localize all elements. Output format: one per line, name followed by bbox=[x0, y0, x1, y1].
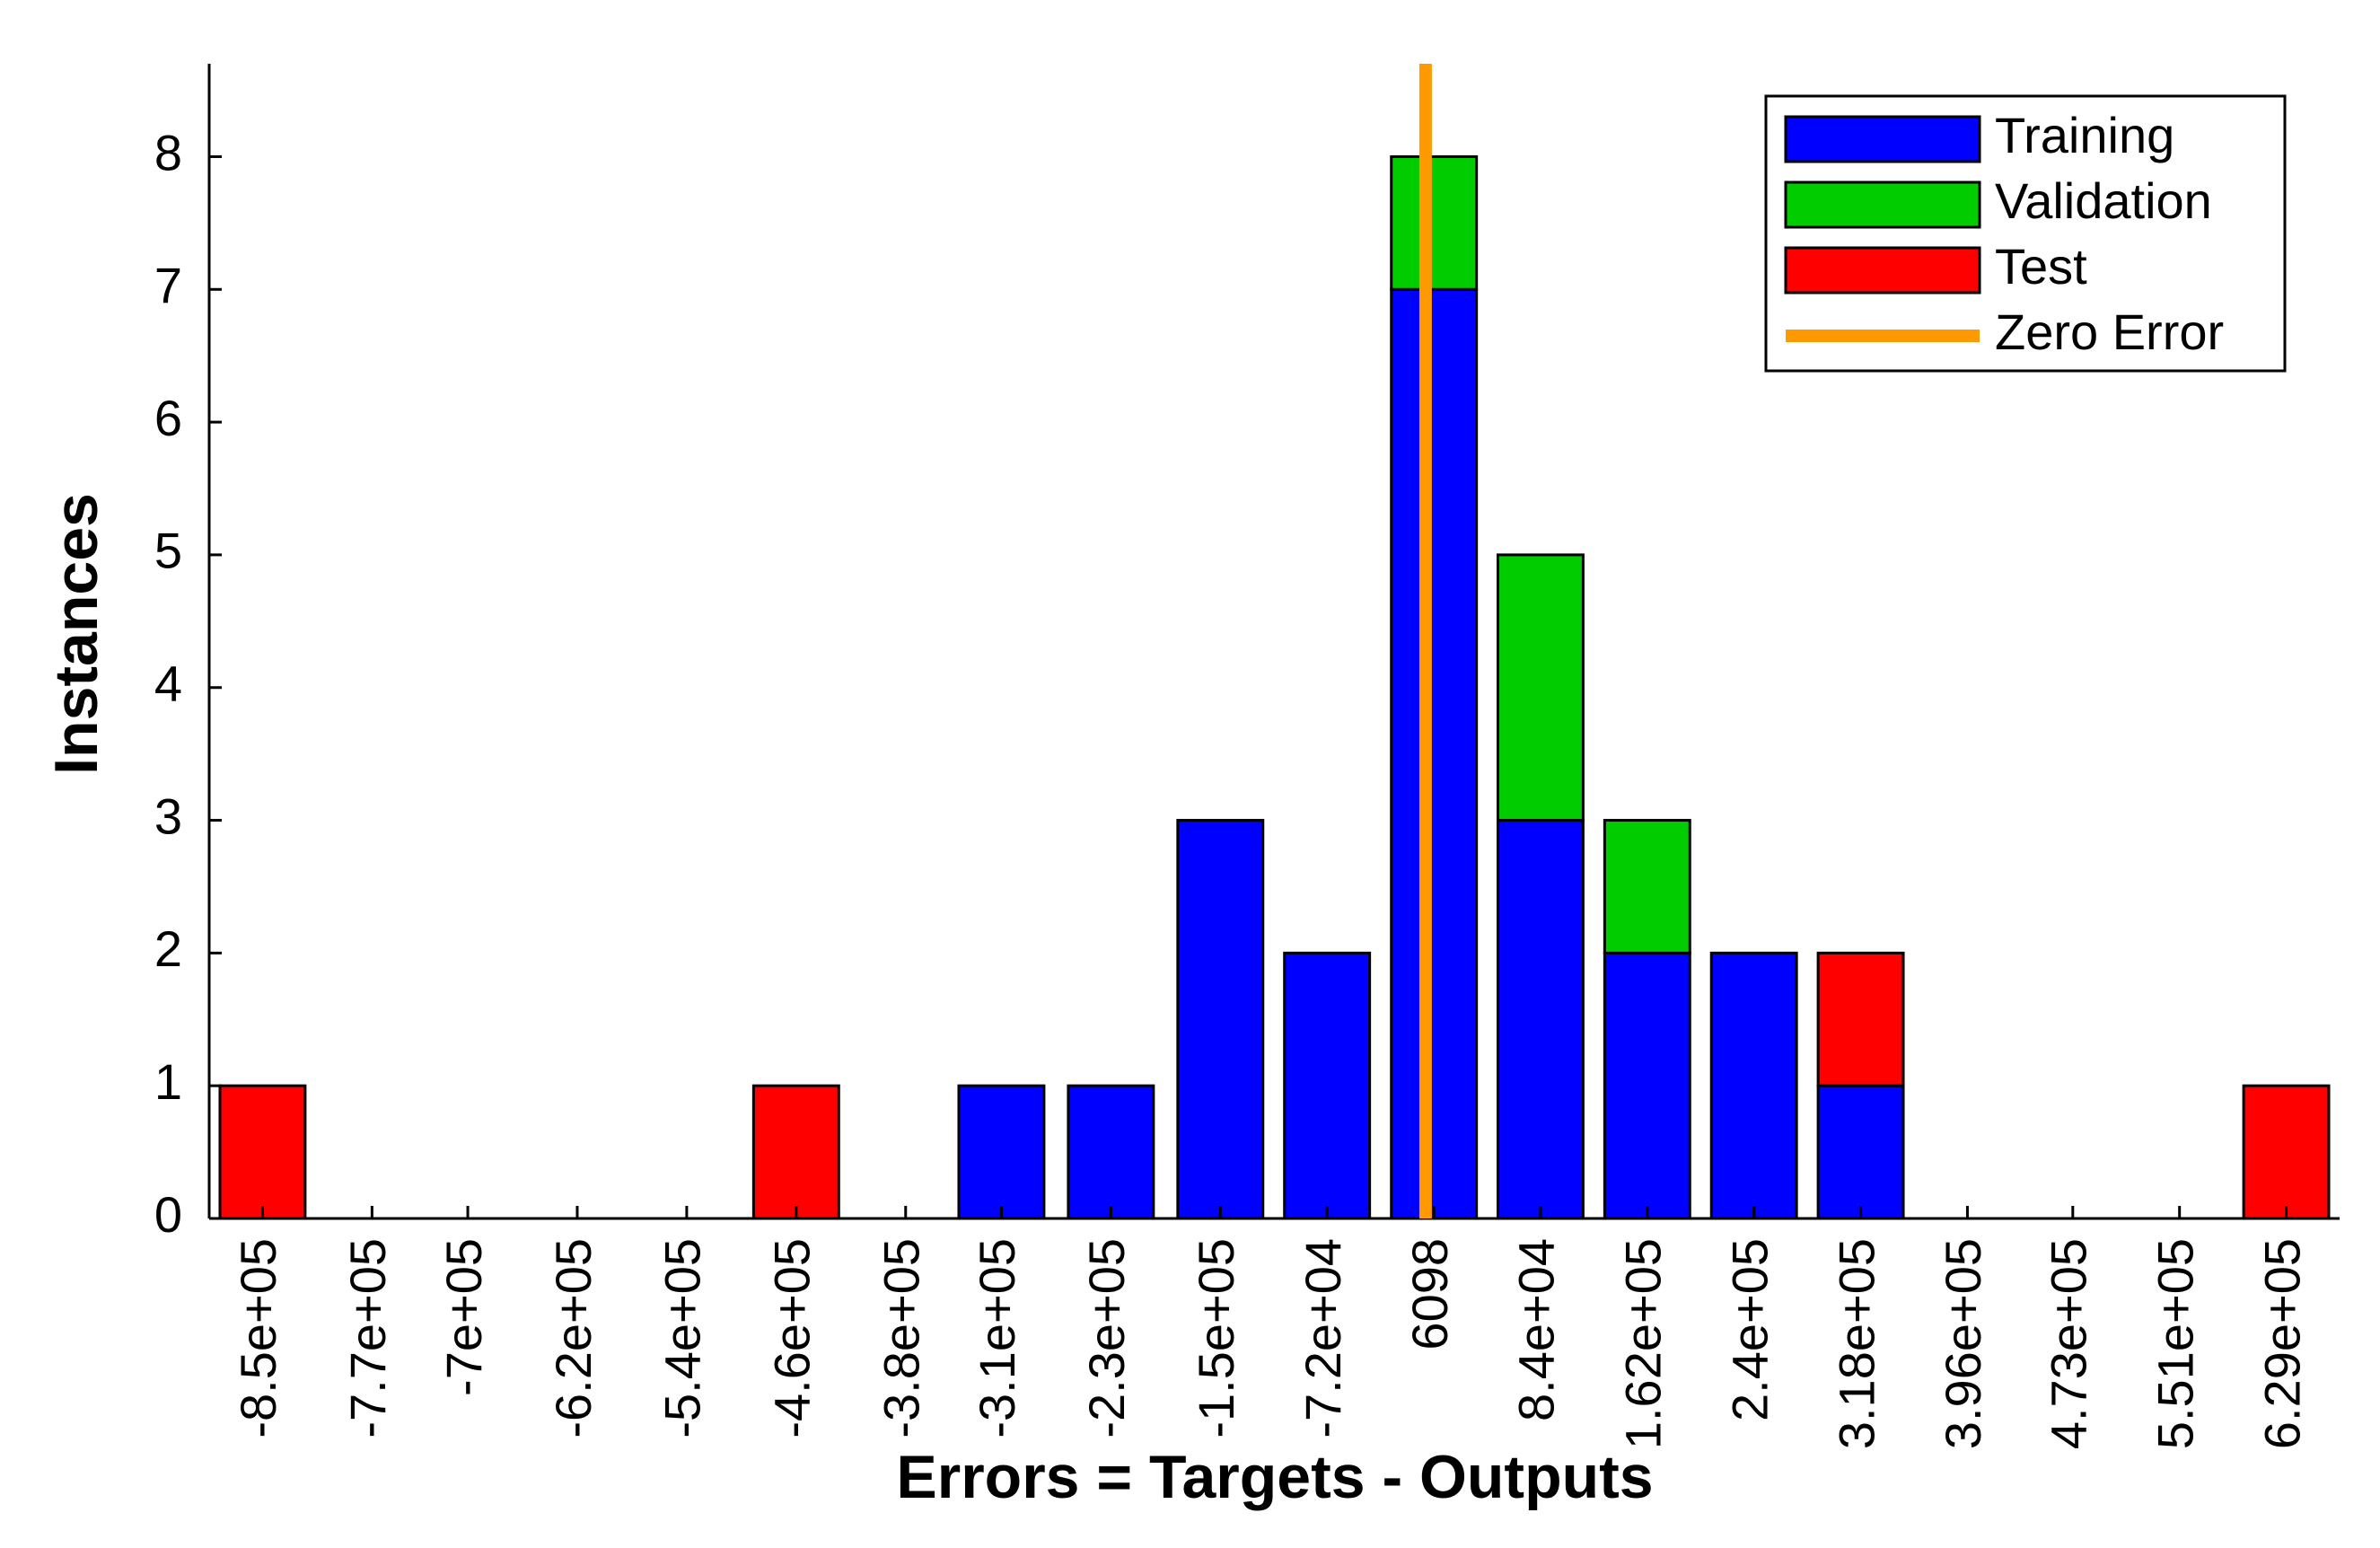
x-tick-label: 2.4e+05 bbox=[1721, 1238, 1778, 1421]
bar bbox=[1283, 951, 1372, 1220]
x-tick-label: -5.4e+05 bbox=[654, 1238, 711, 1438]
y-tick-label: 5 bbox=[154, 523, 182, 579]
bar bbox=[1390, 154, 1479, 291]
bar bbox=[957, 1084, 1046, 1220]
bar bbox=[218, 1084, 307, 1220]
legend-label: Test bbox=[1995, 238, 2087, 295]
bar bbox=[1816, 951, 1905, 1087]
y-axis-label: Instances bbox=[42, 493, 110, 775]
legend-label: Validation bbox=[1995, 172, 2212, 229]
legend-swatch bbox=[1784, 115, 1981, 163]
x-tick-label: 4.73e+05 bbox=[2041, 1238, 2097, 1449]
bar bbox=[1067, 1084, 1155, 1220]
x-tick-label: 3.96e+05 bbox=[1935, 1238, 1991, 1449]
x-tick-label: -3.1e+05 bbox=[969, 1238, 1025, 1438]
y-tick-label: 4 bbox=[154, 655, 182, 712]
bar bbox=[1496, 553, 1585, 822]
legend-swatch bbox=[1784, 180, 1981, 229]
x-tick-label: -1.5e+05 bbox=[1188, 1238, 1244, 1438]
x-tick-label: 5.51e+05 bbox=[2147, 1238, 2203, 1449]
x-tick-label: -2.3e+05 bbox=[1078, 1238, 1135, 1438]
y-tick-label: 7 bbox=[154, 257, 182, 313]
x-tick-label: -8.5e+05 bbox=[230, 1238, 286, 1438]
bar bbox=[751, 1084, 840, 1220]
x-tick-label: 6.29e+05 bbox=[2253, 1238, 2310, 1449]
x-tick-label: -7.2e+04 bbox=[1295, 1238, 1351, 1438]
legend-swatch bbox=[1784, 246, 1981, 295]
bar bbox=[2242, 1084, 2331, 1220]
x-tick-label: -6.2e+05 bbox=[545, 1238, 602, 1438]
x-axis-label: Errors = Targets - Outputs bbox=[896, 1443, 1653, 1511]
x-tick-label: 3.18e+05 bbox=[1828, 1238, 1884, 1449]
x-tick-label: 8.4e+04 bbox=[1508, 1238, 1565, 1421]
x-tick-label: 6098 bbox=[1401, 1238, 1458, 1350]
y-tick-label: 1 bbox=[154, 1053, 182, 1110]
legend-label: Training bbox=[1995, 107, 2174, 163]
x-tick-label: -4.6e+05 bbox=[764, 1238, 821, 1438]
bar bbox=[1176, 819, 1265, 1220]
bar bbox=[1603, 951, 1691, 1220]
bar bbox=[1709, 951, 1798, 1220]
bar bbox=[1390, 287, 1479, 1220]
bar bbox=[1603, 819, 1691, 954]
y-tick-label: 3 bbox=[154, 787, 182, 844]
y-tick-label: 8 bbox=[154, 124, 182, 180]
bar bbox=[1496, 819, 1585, 1220]
x-tick-label: -7.7e+05 bbox=[339, 1238, 396, 1438]
x-tick-label: -3.8e+05 bbox=[874, 1238, 930, 1438]
x-tick-label: -7e+05 bbox=[435, 1238, 492, 1396]
y-tick-label: 2 bbox=[154, 920, 182, 977]
y-tick-label: 6 bbox=[154, 390, 182, 446]
x-tick-label: 1.62e+05 bbox=[1615, 1238, 1672, 1449]
legend-label: Zero Error bbox=[1995, 303, 2224, 360]
bar bbox=[1816, 1084, 1905, 1220]
y-tick-label: 0 bbox=[154, 1186, 182, 1243]
